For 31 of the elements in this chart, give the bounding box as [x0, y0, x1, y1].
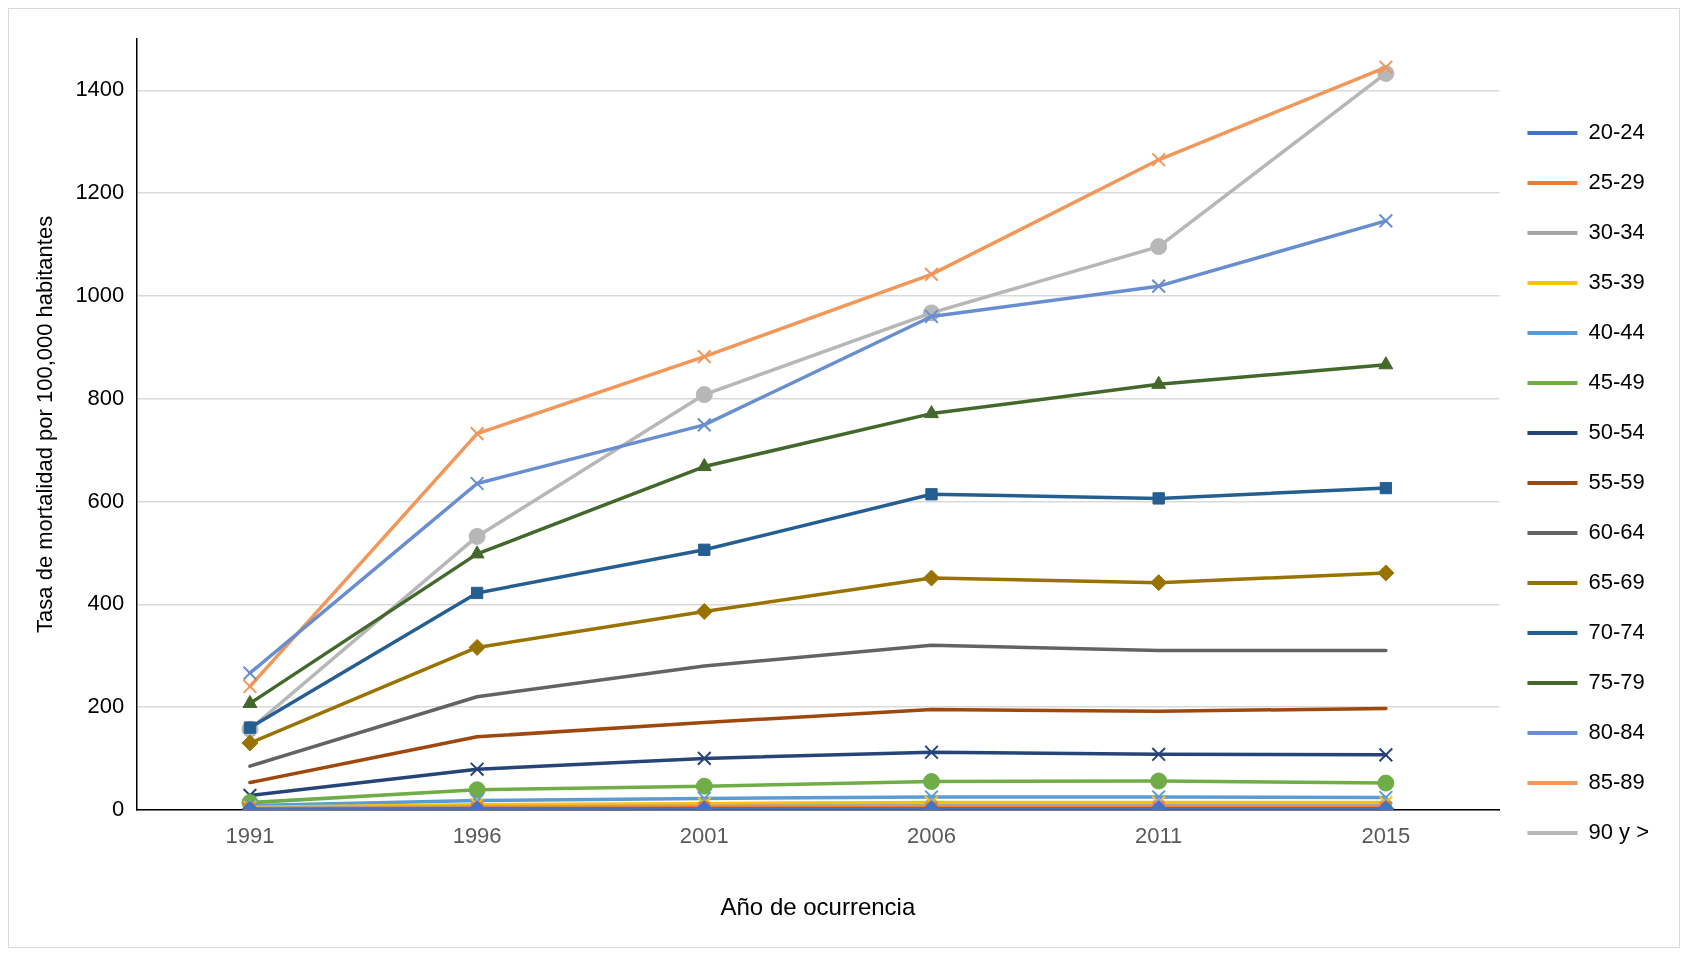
x-tick-label: 1991	[225, 823, 275, 849]
legend-label: 20-24	[1588, 119, 1645, 145]
y-tick-label: 800	[87, 384, 125, 410]
legend-label: 50-54	[1588, 419, 1645, 445]
legend-label: 65-69	[1588, 569, 1645, 595]
legend-label: 45-49	[1588, 369, 1645, 395]
x-tick-label: 2001	[679, 823, 729, 849]
legend-label: 75-79	[1588, 669, 1645, 695]
y-tick-label: 1400	[75, 76, 125, 102]
legend-label: 30-34	[1588, 219, 1645, 245]
y-tick-label: 400	[87, 590, 125, 616]
y-tick-label: 1000	[75, 282, 125, 307]
x-tick-label: 2006	[907, 823, 956, 849]
y-tick-label: 1200	[75, 179, 125, 205]
legend-label: 25-29	[1588, 169, 1645, 195]
legend-label: 60-64	[1588, 519, 1645, 545]
x-tick-label: 2011	[1135, 823, 1183, 849]
x-axis-title: Año de ocurrencia	[720, 893, 916, 921]
legend-label: 55-59	[1588, 469, 1645, 495]
y-tick-label: 200	[87, 693, 125, 719]
y-tick-label: 0	[112, 795, 125, 821]
legend-label: 85-89	[1588, 769, 1645, 795]
legend-label: 35-39	[1588, 269, 1645, 295]
legend-label: 70-74	[1588, 619, 1645, 645]
x-tick-label: 1996	[452, 823, 502, 849]
y-tick-label: 600	[87, 487, 125, 513]
legend-label: 90 y >	[1588, 819, 1649, 845]
legend-label: 40-44	[1588, 319, 1645, 345]
legend-label: 80-84	[1588, 719, 1645, 745]
y-axis-title: Tasa de mortalidad por 100,000 habitantes	[32, 215, 58, 633]
x-tick-label: 2015	[1361, 823, 1411, 849]
